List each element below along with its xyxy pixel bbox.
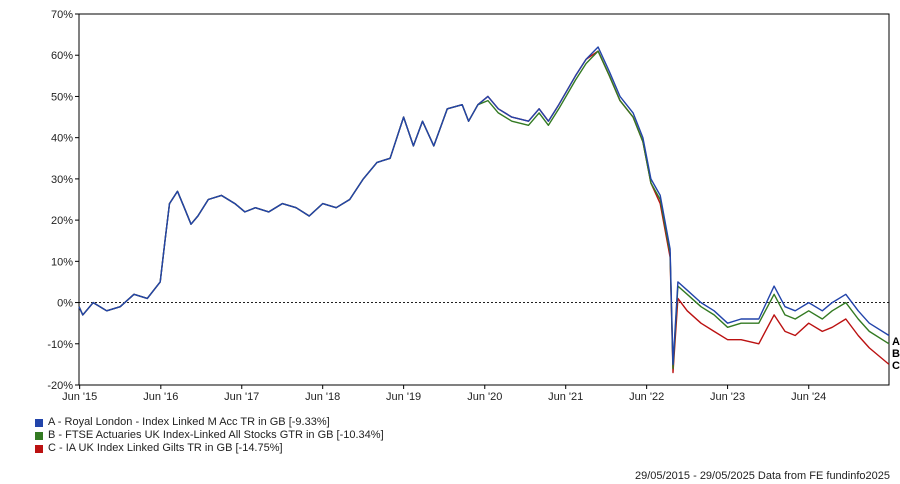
series-line-b (78, 50, 890, 370)
line-chart: 70%60%50%40%30%20%10%0%-10%-20% Jun '15 J… (47, 9, 900, 403)
legend-swatch-b (35, 431, 43, 440)
legend-swatch-c (35, 444, 43, 453)
y-tick-label: 10% (51, 256, 73, 268)
y-tick-label: 60% (51, 50, 73, 62)
x-tick-label: Jun '15 (62, 391, 97, 403)
y-tick-label: 0% (57, 298, 73, 310)
x-tick-label: Jun '19 (386, 391, 421, 403)
x-tick-label: Jun '17 (224, 391, 259, 403)
legend-label-a: A - Royal London - Index Linked M Acc TR… (48, 416, 330, 428)
legend-item-b: B - FTSE Actuaries UK Index-Linked All S… (35, 429, 384, 442)
y-tick-label: -20% (47, 380, 73, 392)
series-line-a (78, 46, 890, 366)
plot-area-frame (78, 13, 890, 386)
y-tick-label: -10% (47, 339, 73, 351)
series-lines (78, 46, 890, 374)
y-tick-label: 30% (51, 174, 73, 186)
y-tick-label: 70% (51, 9, 73, 21)
x-tick-label: Jun '22 (629, 391, 664, 403)
footer-date-range: 29/05/2015 - 29/05/2025 Data from FE fun… (634, 470, 890, 482)
legend-swatch-a (35, 418, 43, 427)
x-tick-label: Jun '16 (143, 391, 178, 403)
x-tick-label: Jun '21 (548, 391, 583, 403)
x-tick-label: Jun '24 (791, 391, 826, 403)
legend-item-c: C - IA UK Index Linked Gilts TR in GB [-… (35, 442, 384, 455)
legend: A - Royal London - Index Linked M Acc TR… (35, 416, 384, 455)
series-end-labels: ABC (892, 336, 900, 372)
legend-label-b: B - FTSE Actuaries UK Index-Linked All S… (48, 429, 384, 441)
end-label-c: C (892, 360, 900, 372)
x-axis: Jun '15 Jun '16 Jun '17 Jun '18 Jun '19 Jun '… (62, 385, 826, 403)
y-tick-label: 50% (51, 91, 73, 103)
legend-label-c: C - IA UK Index Linked Gilts TR in GB [-… (48, 442, 283, 454)
end-label-b: B (892, 348, 900, 360)
x-tick-label: Jun '20 (467, 391, 502, 403)
y-axis: 70% 60% 50% 40% 30% 20% 10% 0% -10% -20% (47, 9, 79, 392)
legend-item-a: A - Royal London - Index Linked M Acc TR… (35, 416, 384, 429)
y-tick-label: 20% (51, 215, 73, 227)
y-tick-label: 40% (51, 133, 73, 145)
x-tick-label: Jun '23 (710, 391, 745, 403)
x-tick-label: Jun '18 (305, 391, 340, 403)
end-label-a: A (892, 336, 900, 348)
